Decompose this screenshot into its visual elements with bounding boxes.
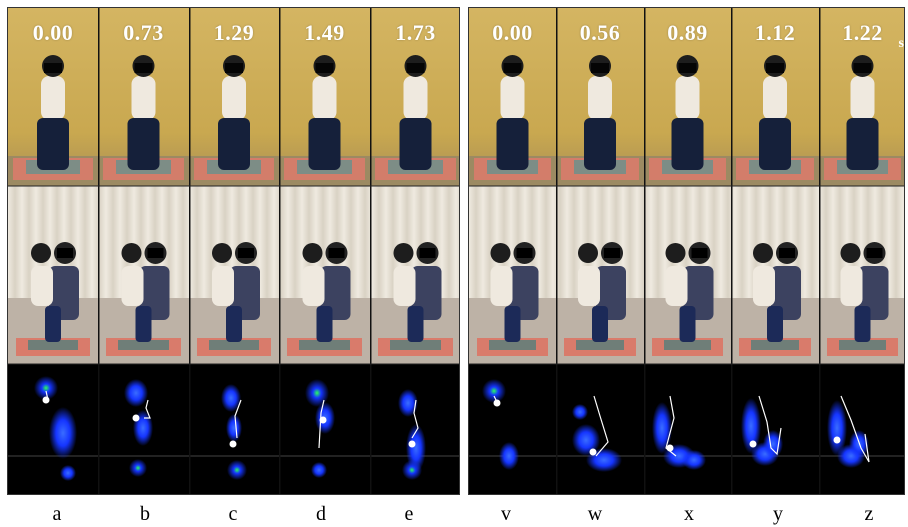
caption-b: b bbox=[140, 503, 150, 525]
time-unit-label: s bbox=[898, 36, 904, 51]
frame-e: 1.73 bbox=[370, 8, 459, 494]
right-sequence-image bbox=[469, 8, 904, 494]
caption-z: z bbox=[864, 503, 874, 525]
frame-c: 1.29 bbox=[189, 8, 279, 494]
caption-e: e bbox=[404, 503, 414, 525]
right-photo-panel: 0.00 0.56 0.89 1.12 1.22 s bbox=[468, 7, 905, 495]
caption-x: x bbox=[684, 503, 694, 525]
frame-z: 1.22 s bbox=[819, 8, 904, 494]
time-label-w: 0.56 bbox=[579, 20, 621, 45]
frame-w: 0.56 bbox=[556, 8, 644, 494]
time-label-y: 1.12 bbox=[754, 20, 796, 45]
caption-y: y bbox=[773, 503, 783, 525]
time-label-v: 0.00 bbox=[492, 20, 533, 45]
time-label-c: 1.29 bbox=[213, 20, 255, 45]
time-label-d: 1.49 bbox=[304, 20, 345, 45]
frame-a: 0.00 bbox=[8, 8, 98, 494]
time-label-a: 0.00 bbox=[32, 20, 74, 45]
caption-c: c bbox=[228, 503, 238, 525]
time-label-b: 0.73 bbox=[123, 20, 164, 45]
caption-a: a bbox=[52, 503, 62, 525]
left-photo-panel: 0.00 0.73 1.29 1.49 1.73 bbox=[7, 7, 460, 495]
time-label-z: 1.22 bbox=[842, 20, 883, 45]
frame-v: 0.00 bbox=[469, 8, 556, 494]
caption-d: d bbox=[316, 503, 326, 525]
caption-v: v bbox=[501, 503, 511, 525]
frame-b: 0.73 bbox=[98, 8, 189, 494]
frame-y: 1.12 bbox=[731, 8, 819, 494]
time-label-e: 1.73 bbox=[395, 20, 436, 45]
time-label-x: 0.89 bbox=[667, 20, 708, 45]
frame-x: 0.89 bbox=[644, 8, 731, 494]
left-sequence-image bbox=[8, 8, 459, 494]
caption-w: w bbox=[587, 503, 603, 525]
frame-d: 1.49 bbox=[279, 8, 370, 494]
